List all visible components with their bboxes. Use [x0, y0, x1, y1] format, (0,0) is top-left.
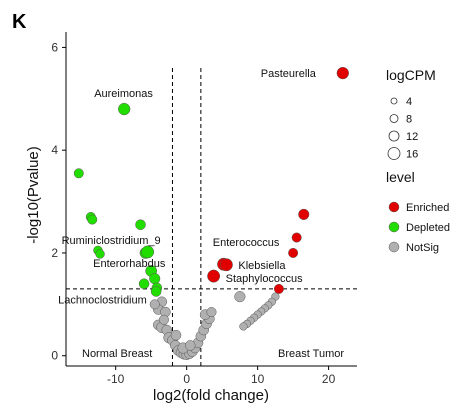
data-point — [141, 245, 155, 259]
point-label: Aureimonas — [94, 88, 153, 100]
point-label: Enterococcus — [213, 237, 280, 249]
data-point — [239, 322, 248, 331]
size-legend-label: 4 — [406, 96, 412, 108]
y-axis-title: -log10(Pvalue) — [25, 146, 42, 244]
data-point — [291, 232, 302, 243]
color-legend-key — [388, 221, 400, 233]
data-point — [273, 283, 284, 294]
data-point — [73, 168, 84, 179]
panel-label: K — [12, 11, 27, 33]
y-tick-label: 0 — [51, 349, 58, 363]
x-tick-label: 10 — [251, 372, 265, 386]
data-point — [118, 102, 131, 116]
data-point — [234, 291, 246, 303]
point-label: Lachnoclostridium — [58, 294, 147, 306]
color-legend-key — [388, 201, 400, 213]
point-label: Enterorhabdus — [93, 258, 166, 270]
x-tick-label: 0 — [183, 372, 190, 386]
data-points — [73, 66, 349, 360]
data-point — [184, 340, 196, 351]
data-point — [135, 219, 146, 230]
size-legend-items: 4 8 12 16 — [387, 96, 418, 161]
data-point — [336, 66, 349, 80]
data-point — [149, 299, 160, 310]
data-point — [158, 314, 169, 325]
data-point — [150, 286, 162, 297]
color-legend-label: Depleted — [406, 222, 450, 234]
data-point — [170, 329, 182, 341]
size-legend-title: logCPM — [386, 67, 436, 83]
point-label: Klebsiella — [238, 260, 286, 272]
data-point — [87, 214, 98, 225]
y-tick-label: 4 — [51, 143, 58, 157]
color-legend-label: Enriched — [406, 202, 449, 214]
x-axis-title: log2(fold change) — [153, 387, 269, 404]
size-legend-label: 8 — [406, 114, 412, 126]
data-point — [288, 247, 299, 258]
data-point — [206, 307, 217, 318]
y-tick-label: 6 — [51, 40, 58, 54]
plot-area: 0 2 4 6 -10 0 10 20 — [51, 32, 357, 386]
size-legend-key — [389, 114, 399, 123]
legend: logCPM 4 8 12 16 level Enriched Depleted NotS… — [386, 67, 450, 254]
size-legend-key — [388, 130, 400, 142]
size-legend-label: 12 — [406, 131, 418, 143]
data-point — [219, 258, 233, 272]
data-point — [207, 269, 221, 283]
data-point — [298, 208, 310, 220]
point-label: Pasteurella — [261, 68, 317, 80]
x-tick-label: -10 — [107, 372, 125, 386]
corner-label-right: Breast Tumor — [278, 348, 344, 360]
color-legend-title: level — [386, 169, 415, 185]
color-legend-key — [388, 241, 400, 253]
size-legend-key — [387, 147, 401, 160]
color-legend-items: Enriched Depleted NotSig — [388, 201, 450, 254]
x-tick-label: 20 — [322, 372, 336, 386]
color-legend-label: NotSig — [406, 242, 439, 254]
point-label: Staphylococcus — [226, 273, 304, 285]
corner-label-left: Normal Breast — [82, 348, 152, 360]
size-legend-label: 16 — [406, 149, 418, 161]
data-point — [149, 273, 161, 285]
data-point — [95, 249, 105, 259]
point-label: Ruminiclostridium_9 — [62, 235, 161, 247]
size-legend-key — [390, 97, 398, 105]
data-point — [138, 278, 150, 290]
y-tick-label: 2 — [51, 246, 58, 260]
